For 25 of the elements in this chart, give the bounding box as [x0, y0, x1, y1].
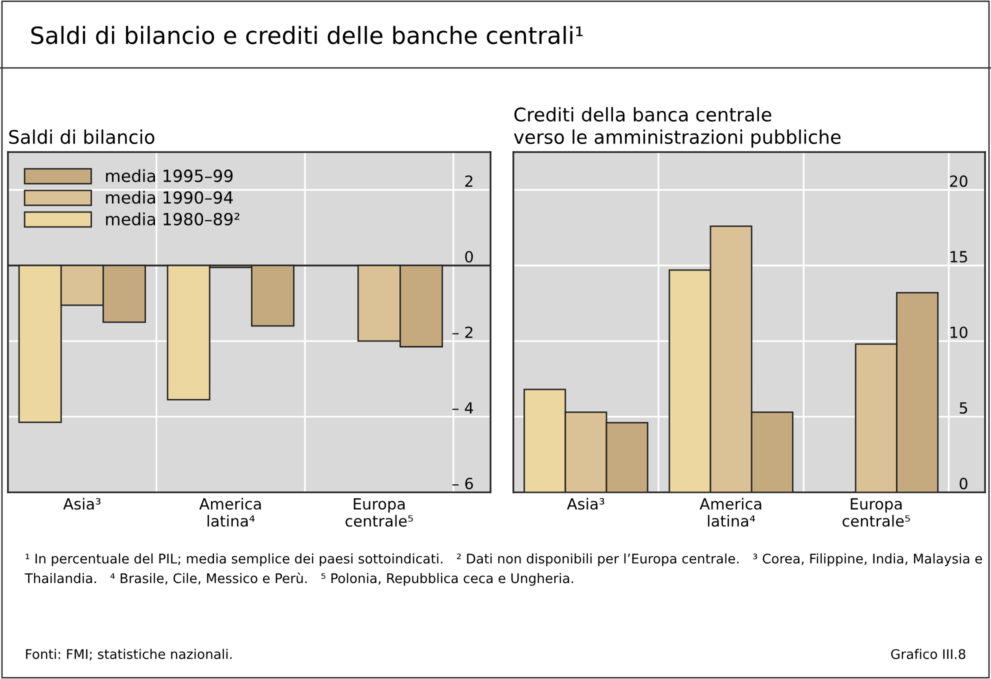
text: Grafico III.8	[891, 648, 966, 660]
x-tick-label: Asia³	[566, 498, 604, 510]
y-tick-label: 5	[960, 402, 968, 414]
text: Fonti: FMI; statistiche nazionali.	[26, 648, 232, 660]
y-tick-label: 15	[950, 251, 968, 263]
y-tick-label: 0	[465, 250, 473, 263]
legend-label: media 1995–99	[106, 169, 233, 182]
x-tick-label: Europa centrale⁵	[842, 498, 910, 527]
x-tick-label: Asia³	[63, 498, 100, 510]
x-tick-label: Europa centrale⁵	[346, 498, 413, 527]
legend-label: media 1990–94	[106, 190, 233, 204]
x-tick-label: America latina⁴	[700, 498, 762, 527]
legend-label: media 1980–89²	[106, 212, 240, 226]
chart-title: Crediti della banca centrale verso le amministrazioni pubbliche	[514, 107, 841, 148]
chart-title: Saldi di bilancio e crediti delle banche centrali¹	[31, 26, 583, 44]
y-tick-label: 0	[960, 478, 968, 490]
text: ¹ In percentuale del PIL; media semplice dei paesi sottoindicati. ² Dati non disponibili per l’Europa centrale. ³ Corea, Filippine, India, Malaysia e Thailandia. ⁴ Brasile, Cile, Messico e Perù. ⁵ Polonia, Repubblica ceca e Ungheria.	[24, 553, 982, 586]
y-tick-label: 10	[950, 326, 968, 338]
y-tick-label: – 2	[452, 326, 472, 338]
y-tick-label: 2	[465, 175, 472, 187]
x-tick-label: America latina⁴	[199, 498, 261, 527]
chart-subtitle: Saldi di bilancio	[9, 130, 154, 144]
y-tick-label: – 6	[452, 478, 473, 490]
y-tick-label: – 4	[452, 402, 474, 414]
y-tick-label: 20	[950, 175, 968, 187]
